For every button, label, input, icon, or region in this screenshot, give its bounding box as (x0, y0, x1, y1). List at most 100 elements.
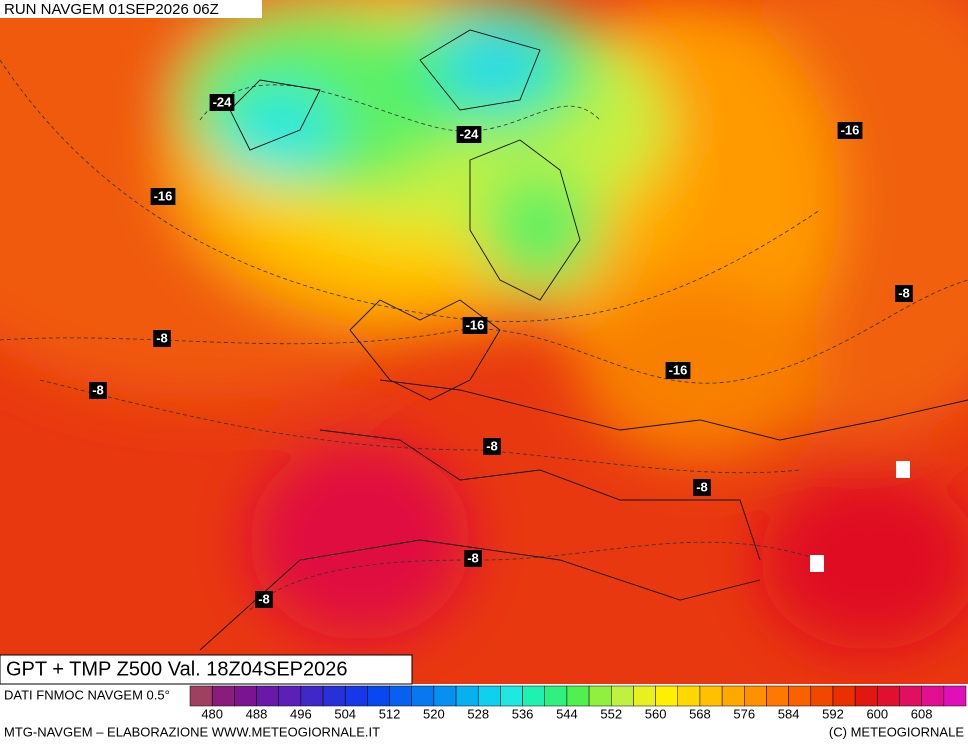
contour-label: 0 (896, 461, 910, 478)
contour-label-text: -8 (898, 285, 910, 300)
colorbar-swatch (810, 685, 834, 707)
colorbar-swatch (943, 685, 967, 707)
colorbar-tick-label: 560 (645, 706, 667, 721)
contour-label-box (895, 285, 913, 302)
contour-label: -8 (483, 438, 501, 455)
colorbar-swatch (744, 685, 767, 707)
colorbar-tick-label: 496 (290, 706, 312, 721)
contour-label: -8 (153, 330, 171, 347)
contour-label: -24 (209, 94, 235, 111)
contour-label: -8 (89, 382, 107, 399)
contour-label-text: -8 (486, 438, 498, 453)
contour-labels: -24 -24 -16 -16 -16 -8 -8 -16 -8 -8 -8 0 0 -8 -8 (89, 94, 913, 608)
colorbar-swatch (721, 685, 745, 707)
contour-label-box (483, 438, 501, 455)
contour-label-text: -16 (669, 362, 688, 377)
contour-label-text: -8 (258, 591, 270, 606)
footer-right: (C) METEOGIORNALE (829, 724, 964, 739)
map: -24 -24 -16 -16 -16 -8 -8 -16 -8 -8 -8 0 0 -8 -8 (0, 0, 968, 684)
colorbar-swatch (899, 685, 922, 707)
contour-label: -16 (150, 188, 176, 205)
contour-label: -8 (895, 285, 913, 302)
contour-label-text: -8 (696, 479, 708, 494)
contour-label-box (462, 317, 488, 334)
source-label: DATI FNMOC NAVGEM 0.5° (4, 687, 170, 702)
colorbar-swatch (234, 685, 257, 707)
footer-left: MTG-NAVGEM – ELABORAZIONE WWW.METEOGIORN… (4, 724, 380, 739)
run-label: RUN NAVGEM 01SEP2026 06Z (4, 1, 219, 18)
colorbar-swatch (677, 685, 701, 707)
colorbar-tick-label: 576 (733, 706, 755, 721)
contour-label-box (150, 188, 176, 205)
contour-label-box (255, 591, 273, 608)
contour-label: -8 (693, 479, 711, 496)
contour-label: -16 (462, 317, 488, 334)
colorbar-swatch (278, 685, 302, 707)
colorbar-swatch (877, 685, 900, 707)
contour-label-text: -8 (92, 382, 104, 397)
contour-label-box (665, 362, 691, 379)
colorbar-swatch (921, 685, 945, 707)
colorbar-swatch (500, 685, 523, 707)
colorbar-swatch (367, 685, 390, 707)
contour-label-text: -8 (156, 330, 168, 345)
colorbar-swatch (189, 685, 213, 707)
colorbar-swatch (633, 685, 656, 707)
colorbar-tick-label: 600 (866, 706, 888, 721)
contour-label-text: -16 (841, 122, 860, 137)
contour-label-box (209, 94, 235, 111)
colorbar-tick-label: 568 (689, 706, 711, 721)
colorbar-swatch (322, 685, 346, 707)
contour-label-text: 0 (813, 555, 820, 570)
colorbar-tick-label: 536 (512, 706, 534, 721)
contour-label-text: -16 (466, 317, 485, 332)
colorbar-swatch (344, 685, 368, 707)
contour-label-text: -8 (467, 550, 479, 565)
colorbar-swatch (477, 685, 501, 707)
colorbar-tick-label: 552 (600, 706, 622, 721)
colorbar-swatch (256, 685, 279, 707)
colorbar-swatch (522, 685, 545, 707)
colorbar-tick-label: 544 (556, 706, 578, 721)
contour-label-box (89, 382, 107, 399)
colorbar-swatch (788, 685, 812, 707)
contour-label: -16 (837, 122, 863, 139)
colorbar-tick-label: 504 (334, 706, 356, 721)
colorbar-tick-label: 480 (201, 706, 223, 721)
contour-label-box (896, 461, 910, 478)
contour-label-text: -24 (213, 94, 233, 109)
contour-label-box (837, 122, 863, 139)
map-title: GPT + TMP Z500 Val. 18Z04SEP2026 (6, 658, 348, 680)
contour-label: -16 (665, 362, 691, 379)
colorbar-swatch (455, 685, 479, 707)
title-box (0, 654, 413, 685)
header-box (0, 0, 262, 18)
contour-label-box (810, 555, 824, 572)
colorbar-swatch (300, 685, 324, 707)
colorbar-swatch (611, 685, 634, 707)
contour-label: -24 (456, 126, 482, 143)
colorbar-tick-label: 584 (778, 706, 800, 721)
contour-label-box (456, 126, 482, 143)
contour-label: 0 (810, 555, 824, 572)
colorbar-swatch (699, 685, 723, 707)
colorbar-swatch (433, 685, 457, 707)
contour-label-text: 0 (899, 461, 906, 476)
contour-label-box (464, 550, 482, 567)
colorbar-swatch (854, 685, 878, 707)
colorbar-swatch (211, 685, 235, 707)
colorbar-tick-label: 520 (423, 706, 445, 721)
colorbar-tick-label: 608 (911, 706, 933, 721)
contour-label-box (153, 330, 171, 347)
colorbar-tick-label: 512 (379, 706, 401, 721)
colorbar-swatch (566, 685, 590, 707)
colorbar-swatch (389, 685, 412, 707)
contour-label: -8 (464, 550, 482, 567)
colorbar-tick-label: 528 (467, 706, 489, 721)
contour-label-box (693, 479, 711, 496)
colorbar-tick-label: 592 (822, 706, 844, 721)
colorbar-swatch (766, 685, 789, 707)
colorbar-swatch (832, 685, 856, 707)
